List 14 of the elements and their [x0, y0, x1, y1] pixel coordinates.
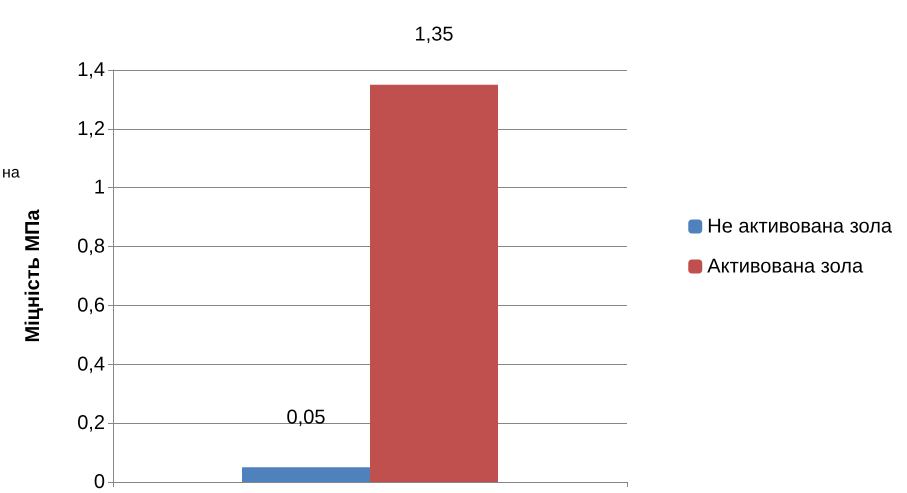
data-label: 1,35 — [414, 24, 454, 46]
y-tick-label: 1,2 — [77, 118, 105, 140]
y-tick-label: 0,6 — [77, 294, 105, 316]
y-tick-label: 0,2 — [77, 412, 105, 434]
y-tick-label: 0 — [94, 471, 105, 493]
y-tick-label: 1 — [94, 176, 105, 199]
y-axis-title: Міцність МПа — [22, 208, 44, 343]
legend-label: Активована зола — [707, 256, 864, 278]
legend-label: Не активована зола — [707, 216, 893, 238]
data-label: 0,05 — [286, 406, 326, 428]
text: на — [2, 164, 20, 182]
y-tick-label: 1,4 — [77, 59, 105, 81]
y-tick-label: 0,4 — [77, 353, 105, 376]
y-tick-label: 0,8 — [77, 236, 105, 258]
